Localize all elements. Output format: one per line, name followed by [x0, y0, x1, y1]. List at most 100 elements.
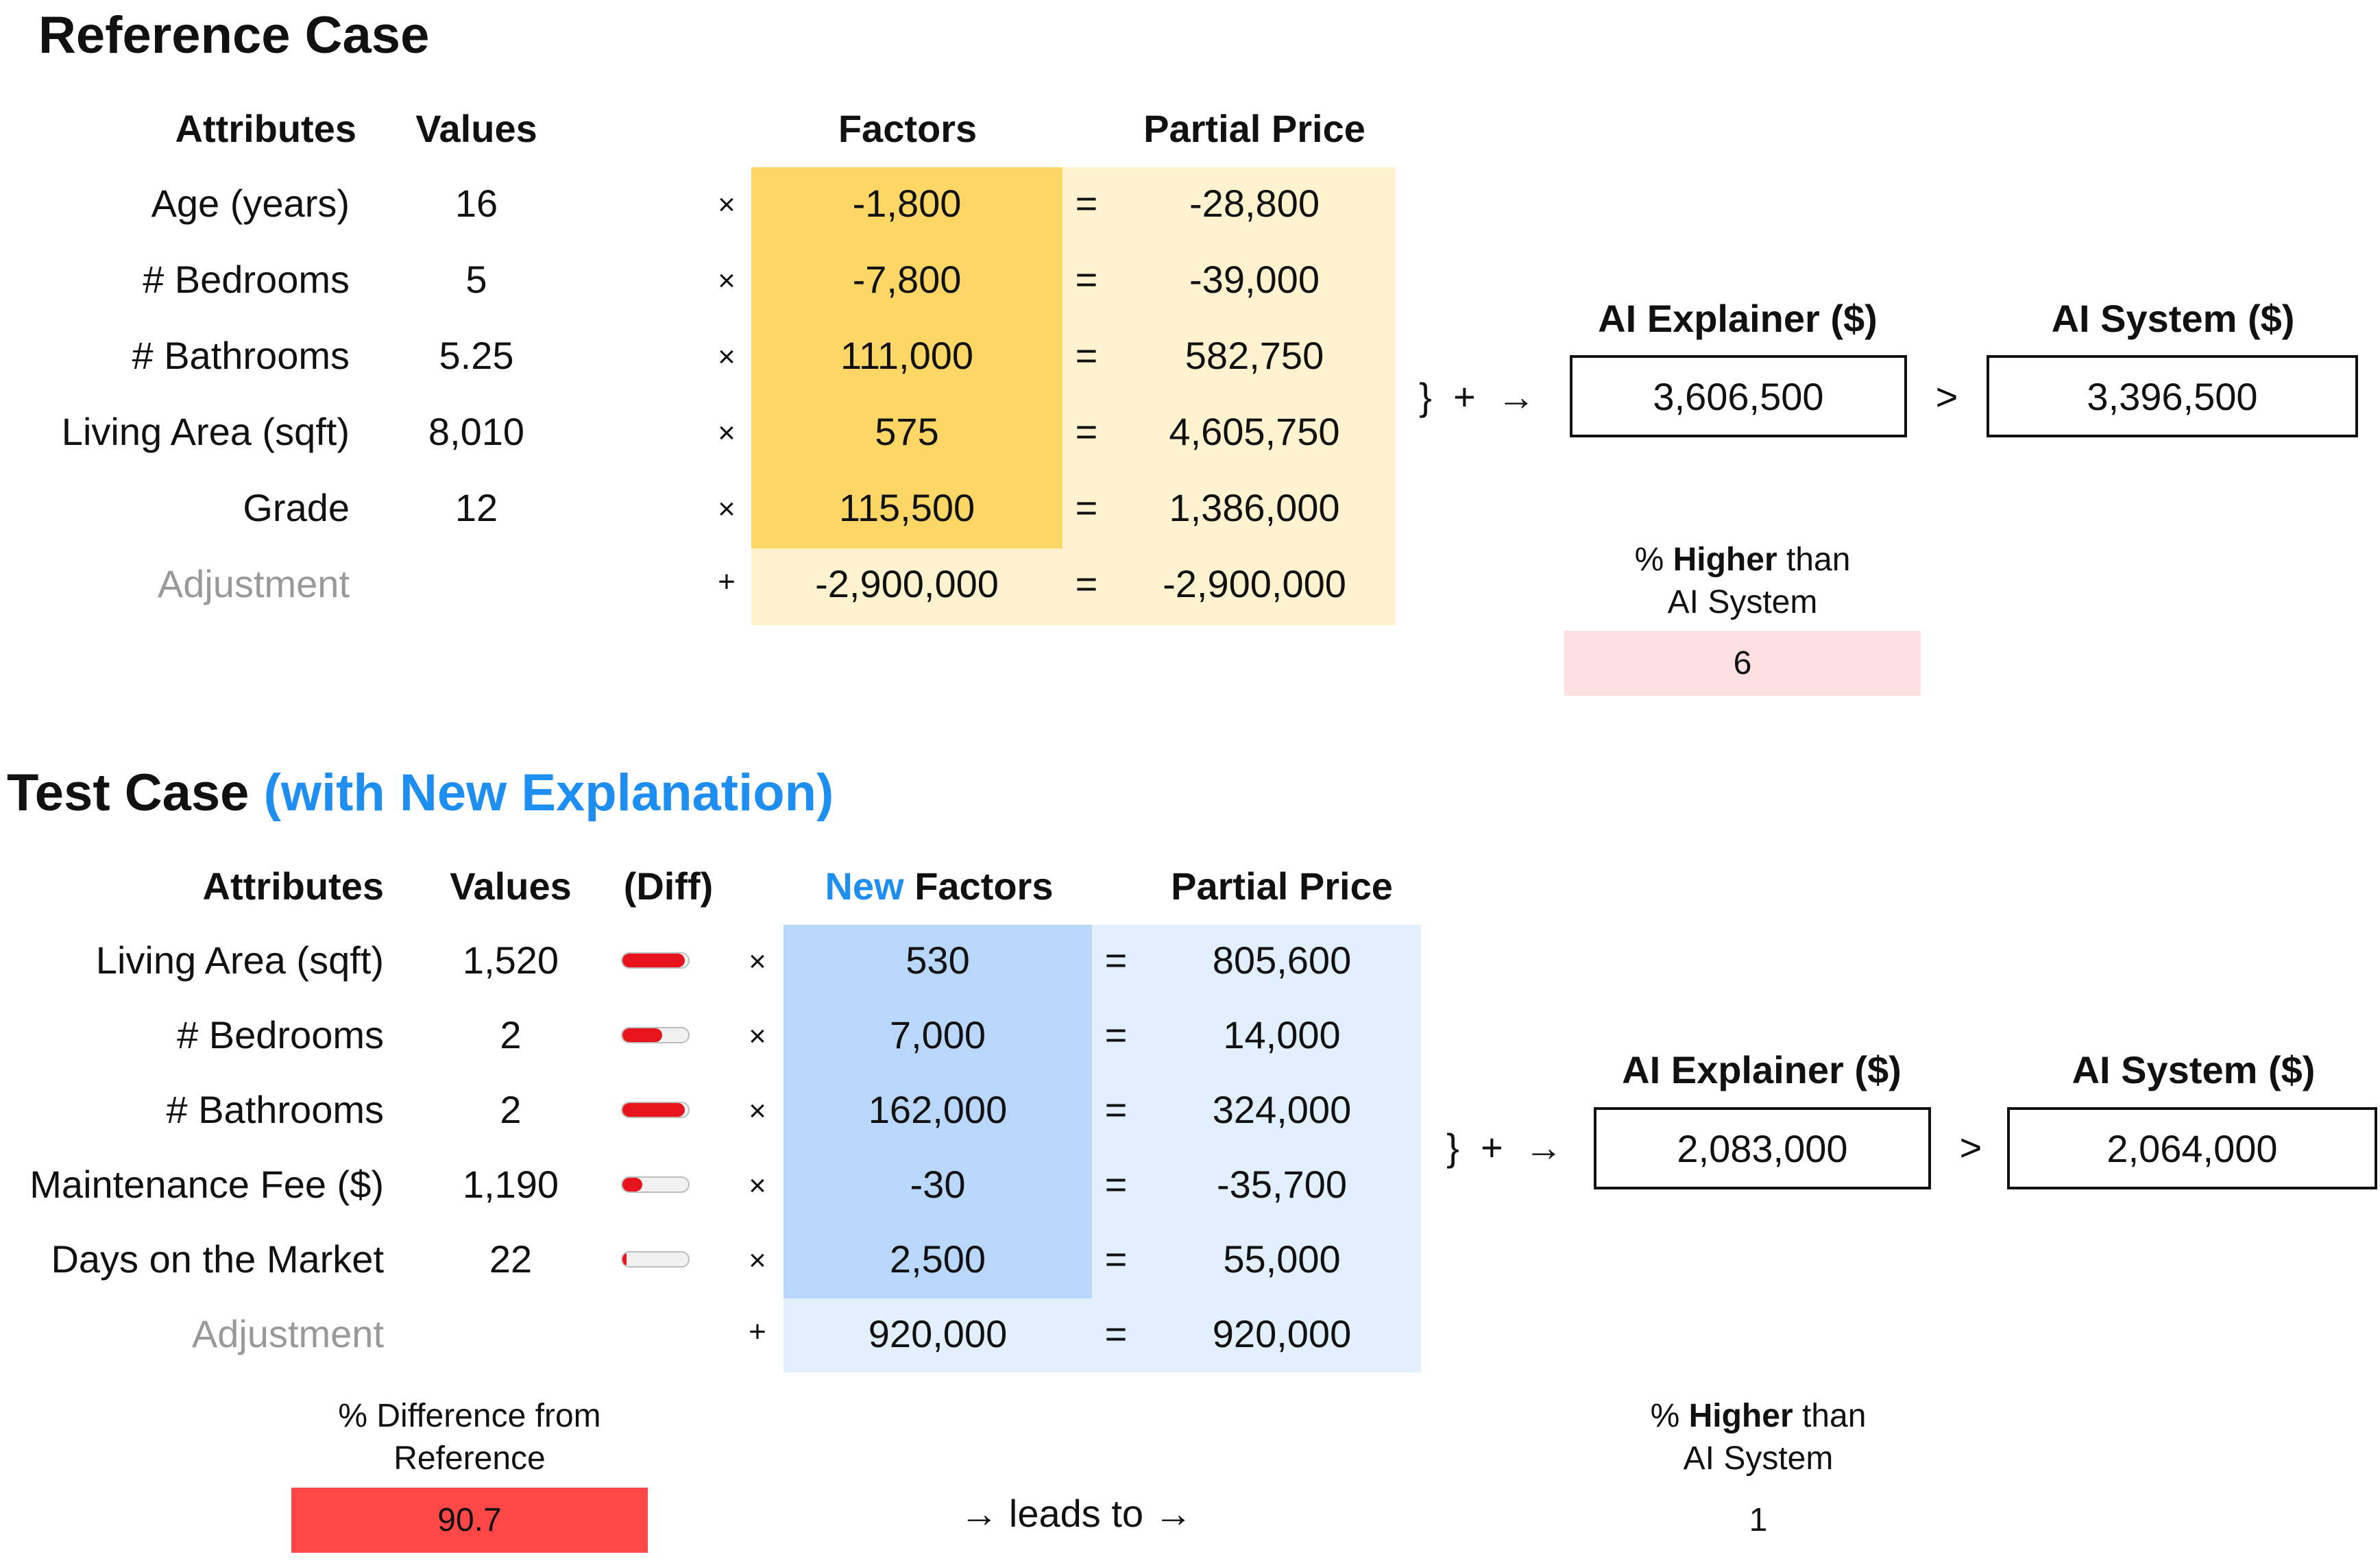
- ref-system-label: AI System ($): [2051, 297, 2295, 340]
- ref-explainer-value: 3,606,500: [1653, 374, 1824, 418]
- ref-header-attributes: Attributes: [175, 107, 356, 150]
- test-title: Test Case (with New Explanation): [7, 763, 834, 823]
- test-header-factors-text: Factors: [903, 864, 1054, 908]
- ref-explainer-value-box: 3,606,500: [1570, 355, 1907, 437]
- test-multiply-op: ×: [749, 1244, 766, 1277]
- ref-higher-label: % Higher than AI System: [1564, 539, 1921, 624]
- test-attribute-label: Days on the Market: [51, 1237, 384, 1281]
- test-difference-line1: % Difference from: [338, 1398, 601, 1434]
- diff-bar-fill: [622, 1028, 662, 1042]
- test-difference-line2: Reference: [393, 1440, 546, 1477]
- test-partial-price: 14,000: [1223, 1013, 1341, 1056]
- ref-equals-op: =: [1075, 258, 1098, 301]
- ref-multiply-op: ×: [718, 264, 736, 298]
- ref-value: 5: [465, 258, 487, 301]
- test-explainer-label: AI Explainer ($): [1622, 1048, 1902, 1091]
- test-higher-value: 1: [1749, 1502, 1768, 1538]
- test-partial-price: 805,600: [1212, 939, 1352, 982]
- ref-system-value: 3,396,500: [2087, 374, 2258, 418]
- ref-header-partial-price: Partial Price: [1143, 107, 1365, 150]
- test-higher-line2: AI System: [1683, 1440, 1834, 1477]
- ref-equals-op: =: [1075, 486, 1098, 529]
- ref-higher-prefix: %: [1634, 542, 1673, 578]
- diff-bar-fill: [622, 1103, 685, 1117]
- ref-explainer-label: AI Explainer ($): [1598, 297, 1878, 340]
- ref-equals-op: =: [1075, 334, 1098, 377]
- test-value: 22: [489, 1237, 533, 1281]
- test-value: 1,520: [462, 939, 559, 982]
- test-partial-price: 55,000: [1223, 1237, 1341, 1281]
- test-compare-symbol: >: [1959, 1126, 1982, 1169]
- ref-partial-column-fill: [1062, 167, 1396, 548]
- ref-system-value-box: 3,396,500: [1987, 355, 2358, 437]
- reference-title: Reference Case: [38, 6, 430, 64]
- ref-attribute-label: # Bathrooms: [132, 334, 350, 377]
- test-explainer-value-box: 2,083,000: [1594, 1107, 1931, 1189]
- ref-partial-price: 4,605,750: [1169, 410, 1340, 453]
- test-difference-value-fill: [291, 1488, 648, 1553]
- ref-adjustment-label: Adjustment: [157, 562, 350, 605]
- ref-attribute-label: # Bedrooms: [143, 258, 350, 301]
- test-higher-suffix: than: [1793, 1398, 1867, 1434]
- ref-multiply-op: ×: [718, 188, 736, 221]
- test-higher-prefix: %: [1650, 1398, 1689, 1434]
- test-title-main: Test Case: [7, 764, 250, 822]
- ref-equals-op: =: [1075, 562, 1098, 605]
- ref-equals-op: =: [1075, 182, 1098, 225]
- test-factor-column-fill: [784, 925, 1092, 1298]
- ref-higher-bold: Higher: [1673, 542, 1777, 578]
- test-plus-op: +: [749, 1315, 766, 1348]
- test-multiply-op: ×: [749, 1094, 766, 1128]
- test-factor: 7,000: [889, 1013, 986, 1056]
- test-diff-bar: [621, 1176, 690, 1193]
- ref-higher-line2: AI System: [1667, 584, 1818, 620]
- ref-multiply-op: ×: [718, 340, 736, 374]
- test-header-factors-new: New: [825, 864, 904, 908]
- test-header-partial-price: Partial Price: [1171, 864, 1393, 908]
- ref-attribute-label: Age (years): [151, 182, 350, 225]
- ref-value: 5.25: [439, 334, 514, 377]
- test-adjustment-factor: 920,000: [868, 1312, 1008, 1355]
- test-title-suffix: (with New Explanation): [263, 764, 834, 822]
- test-explainer-value: 2,083,000: [1677, 1126, 1848, 1170]
- test-attribute-label: # Bedrooms: [177, 1013, 384, 1056]
- ref-value: 16: [454, 182, 498, 225]
- ref-factor: -1,800: [852, 182, 962, 225]
- ref-partial-price: -28,800: [1189, 182, 1320, 225]
- test-equals-op: =: [1104, 939, 1128, 982]
- ref-factor: 111,000: [840, 334, 974, 377]
- ref-higher-value-fill: [1564, 631, 1921, 696]
- ref-factor: -7,800: [852, 258, 962, 301]
- test-diff-bar: [621, 1027, 690, 1043]
- test-header-diff: (Diff): [623, 864, 714, 908]
- test-system-value-box: 2,064,000: [2007, 1107, 2377, 1189]
- ref-sum-arrow: } + →: [1419, 375, 1535, 418]
- test-equals-op: =: [1104, 1163, 1128, 1206]
- ref-equals-op: =: [1075, 410, 1098, 453]
- ref-partial-price: 582,750: [1185, 334, 1324, 377]
- test-factor: 162,000: [868, 1088, 1008, 1131]
- ref-multiply-op: ×: [718, 416, 736, 450]
- test-diff-bar: [621, 1251, 690, 1268]
- diff-bar-fill: [622, 1253, 627, 1266]
- test-equals-op: =: [1104, 1013, 1128, 1056]
- test-equals-op: =: [1104, 1088, 1128, 1131]
- test-partial-column-fill: [1092, 925, 1421, 1298]
- ref-factor: 575: [875, 410, 939, 453]
- leads-to-text: → leads to →: [960, 1492, 1193, 1535]
- ref-compare-symbol: >: [1935, 375, 1958, 418]
- diff-bar-fill: [622, 954, 685, 967]
- test-header-factors: New Factors: [785, 864, 1093, 908]
- test-partial-price: 324,000: [1212, 1088, 1352, 1131]
- test-attribute-label: Living Area (sqft): [95, 939, 384, 982]
- test-system-label: AI System ($): [2072, 1048, 2316, 1091]
- ref-plus-op: +: [718, 565, 736, 598]
- ref-factor: 115,500: [838, 486, 975, 529]
- test-header-attributes: Attributes: [202, 864, 384, 908]
- ref-partial-price: 1,386,000: [1169, 486, 1340, 529]
- ref-attribute-label: Living Area (sqft): [61, 410, 350, 453]
- test-factor: -30: [910, 1163, 966, 1206]
- test-multiply-op: ×: [749, 1019, 766, 1053]
- test-attribute-label: # Bathrooms: [166, 1088, 385, 1131]
- test-multiply-op: ×: [749, 945, 766, 978]
